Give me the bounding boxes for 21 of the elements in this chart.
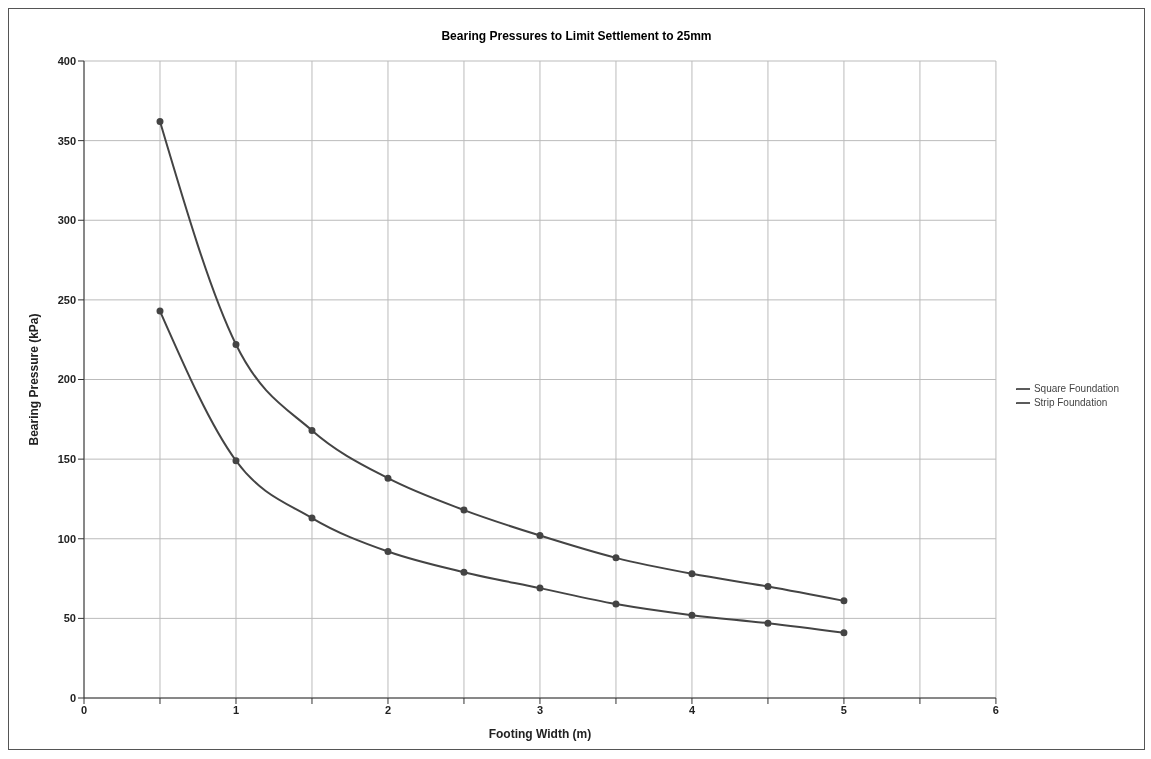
y-tick-label: 50 xyxy=(63,612,76,625)
legend-label: Square Foundation xyxy=(1033,382,1119,394)
y-tick-label: 250 xyxy=(57,293,76,306)
y-axis-title: Bearing Pressure (kPa) xyxy=(27,313,42,446)
y-tick-label: 350 xyxy=(57,134,76,147)
x-axis-title: Footing Width (m) xyxy=(488,727,592,741)
y-tick-label: 300 xyxy=(57,214,76,227)
x-tick-label: 2 xyxy=(384,703,392,716)
x-tick-label: 5 xyxy=(840,703,847,716)
chart-title: Bearing Pressures to Limit Settlement to 25mm xyxy=(440,29,713,43)
x-tick-label: 1 xyxy=(232,703,240,716)
legend-label: Strip Foundation xyxy=(1033,396,1108,408)
x-tick-label: 0 xyxy=(80,703,88,716)
x-tick-label: 6 xyxy=(992,703,999,716)
x-tick-label: 4 xyxy=(688,703,696,716)
y-tick-label: 150 xyxy=(57,453,76,466)
y-tick-label: 100 xyxy=(57,532,76,545)
x-tick-label: 3 xyxy=(536,703,544,716)
y-tick-label: 200 xyxy=(57,373,76,386)
y-tick-label: 400 xyxy=(57,54,76,67)
y-tick-label: 0 xyxy=(69,691,76,704)
